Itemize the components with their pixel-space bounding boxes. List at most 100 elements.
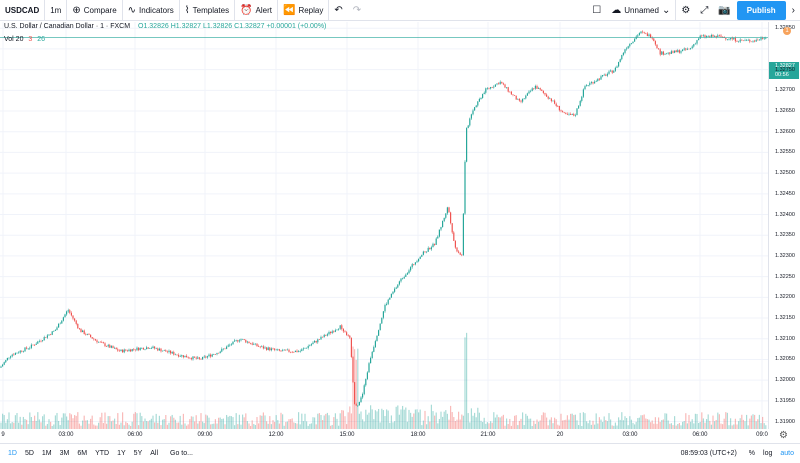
candle-body: [584, 86, 586, 90]
candle-body: [674, 50, 676, 53]
volume-bar: [155, 413, 157, 429]
candle-body: [426, 251, 428, 253]
volume-bar: [717, 412, 719, 429]
undo-button[interactable]: ↶: [329, 0, 347, 21]
candle-body: [86, 333, 88, 335]
volume-bar: [296, 423, 298, 429]
candle-body: [442, 220, 444, 228]
candle-body: [675, 50, 677, 53]
interval-button[interactable]: 1m: [45, 0, 68, 21]
candle-body: [206, 356, 208, 358]
chart-settings-icon[interactable]: ⚙: [779, 430, 788, 441]
price-axis[interactable]: 1.32827 00:56 1.328501.327501.327001.326…: [768, 22, 800, 429]
volume-bar: [282, 414, 284, 429]
candle-body: [278, 349, 280, 351]
candle-body: [486, 88, 488, 89]
compare-button[interactable]: ⊕ Compare: [67, 0, 123, 21]
candle-body: [154, 346, 156, 349]
snapshot-button[interactable]: 📷: [713, 0, 735, 21]
goto-button[interactable]: Go to...: [170, 450, 193, 457]
candle-body: [237, 340, 239, 342]
symbol-search[interactable]: USDCAD: [0, 0, 46, 21]
layout-dropdown[interactable]: ☁ Unnamed ⌄: [606, 0, 677, 21]
candle-body: [43, 337, 45, 341]
volume-bar: [99, 417, 101, 429]
candle-body: [712, 35, 714, 37]
replay-button[interactable]: ⏪ Replay: [278, 0, 330, 21]
volume-bar: [322, 420, 324, 429]
candle-body: [451, 223, 453, 233]
candle-body: [522, 98, 524, 102]
candle-body: [658, 48, 660, 50]
publish-button[interactable]: Publish: [736, 0, 786, 20]
candle-body: [330, 331, 332, 334]
range-1d[interactable]: 1D: [8, 450, 17, 457]
candle-body: [736, 41, 738, 42]
volume-bar: [37, 412, 39, 429]
volume-bar: [190, 416, 192, 429]
log-toggle[interactable]: log: [763, 450, 773, 457]
volume-bar: [411, 416, 413, 429]
candle-body: [677, 50, 679, 53]
percent-toggle[interactable]: %: [748, 450, 756, 457]
range-6m[interactable]: 6M: [77, 450, 88, 457]
range-1y[interactable]: 1Y: [117, 450, 126, 457]
range-5y[interactable]: 5Y: [133, 450, 143, 457]
redo-button[interactable]: ↷: [348, 0, 366, 21]
range-5d[interactable]: 5D: [24, 450, 34, 457]
volume-bar: [163, 419, 165, 429]
volume-bar: [507, 423, 509, 429]
alert-badge[interactable]: 1: [783, 27, 791, 35]
alert-button[interactable]: ⏰ Alert: [235, 0, 278, 21]
candle-body: [642, 31, 644, 33]
volume-bar: [459, 419, 461, 429]
candle-body: [216, 352, 218, 355]
volume-bar: [613, 425, 615, 429]
clock-label[interactable]: 08:59:03 (UTC+2): [680, 450, 737, 457]
volume-bar: [744, 421, 746, 429]
candle-body: [429, 247, 431, 250]
candle-body: [509, 91, 511, 93]
candle-body: [381, 317, 383, 324]
volume-bar: [488, 423, 490, 429]
expand-button[interactable]: ⤢: [695, 0, 713, 21]
volume-bar: [467, 413, 469, 429]
candle-body: [430, 247, 432, 250]
candle-body: [166, 351, 168, 353]
settings-button[interactable]: ⚙: [676, 0, 695, 21]
volume-bar: [424, 410, 426, 429]
indicators-button[interactable]: ∿ Indicators: [123, 0, 180, 21]
candle-body: [762, 37, 764, 39]
volume-bar: [666, 413, 668, 429]
range-1m[interactable]: 1M: [41, 450, 52, 457]
candle-body: [661, 51, 663, 55]
candle-body: [259, 346, 261, 348]
volume-bar: [517, 425, 519, 429]
candle-body: [213, 354, 215, 355]
candle-body: [42, 340, 44, 341]
volume-bar: [149, 420, 151, 429]
volume-bar: [253, 423, 255, 429]
volume-bar: [302, 421, 304, 429]
templates-button[interactable]: ⌇ Templates: [180, 0, 236, 21]
range-3m[interactable]: 3M: [59, 450, 70, 457]
current-price-label: 1.32827: [769, 62, 799, 71]
price-chart[interactable]: [0, 22, 768, 429]
volume-bar: [195, 415, 197, 429]
volume-bar: [509, 418, 511, 429]
volume-bar: [534, 423, 536, 429]
volume-bar: [123, 425, 125, 429]
range-all[interactable]: All: [150, 450, 159, 457]
right-panel-toggle[interactable]: ›: [787, 0, 800, 21]
fullscreen-square-button[interactable]: ☐: [587, 0, 606, 21]
candle-body: [530, 90, 532, 92]
auto-toggle[interactable]: auto: [780, 450, 794, 457]
volume-bar: [712, 415, 714, 429]
candle-body: [186, 355, 188, 358]
volume-bar: [598, 417, 600, 429]
candle-body: [717, 35, 719, 37]
volume-bar: [603, 416, 605, 429]
time-axis[interactable]: 9 03:00 06:00 09:00 12:00 15:00 18:00 21:00 20 03…: [0, 429, 768, 443]
range-ytd[interactable]: YTD: [95, 450, 110, 457]
candle-body: [590, 82, 592, 84]
